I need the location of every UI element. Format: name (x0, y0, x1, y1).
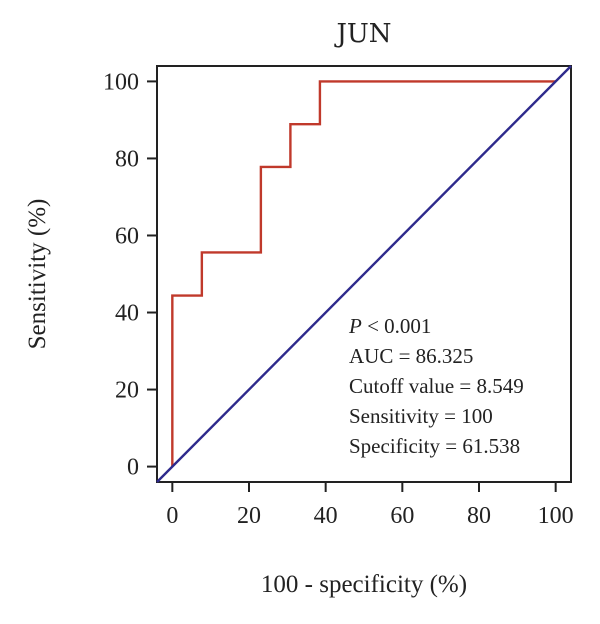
y-tick-label: 20 (115, 378, 139, 404)
x-tick-label: 0 (166, 503, 178, 529)
annotation-box: P < 0.001 AUC = 86.325 Cutoff value = 8.… (348, 314, 524, 458)
y-axis: 0 20 40 60 80 100 (103, 69, 157, 481)
specificity-annotation: Specificity = 61.538 (349, 434, 520, 458)
y-tick-label: 60 (115, 223, 139, 249)
y-tick-label: 80 (115, 146, 139, 172)
cutoff-annotation: Cutoff value = 8.549 (349, 374, 524, 398)
series-layer (156, 65, 572, 483)
y-axis-label: Sensitivity (%) (24, 199, 51, 350)
x-tick-label: 80 (467, 503, 491, 529)
y-tick-label: 100 (103, 69, 139, 95)
y-tick-label: 40 (115, 301, 139, 327)
x-tick-label: 40 (314, 503, 338, 529)
y-tick-label: 0 (127, 455, 139, 481)
auc-annotation: AUC = 86.325 (349, 344, 473, 368)
p-symbol: P (348, 314, 362, 338)
roc-curve-line (171, 80, 556, 467)
x-tick-label: 100 (538, 503, 574, 529)
p-value-annotation: P < 0.001 (348, 314, 431, 338)
plot-frame (156, 65, 572, 483)
reference-diagonal-line (156, 65, 572, 483)
p-value-text: < 0.001 (362, 314, 432, 338)
x-tick-label: 60 (390, 503, 414, 529)
sensitivity-annotation: Sensitivity = 100 (349, 404, 493, 428)
chart-title: JUN (333, 19, 391, 49)
x-axis-label: 100 - specificity (%) (261, 571, 467, 598)
x-axis: 0 20 40 60 80 100 (166, 482, 574, 529)
x-tick-label: 20 (237, 503, 261, 529)
